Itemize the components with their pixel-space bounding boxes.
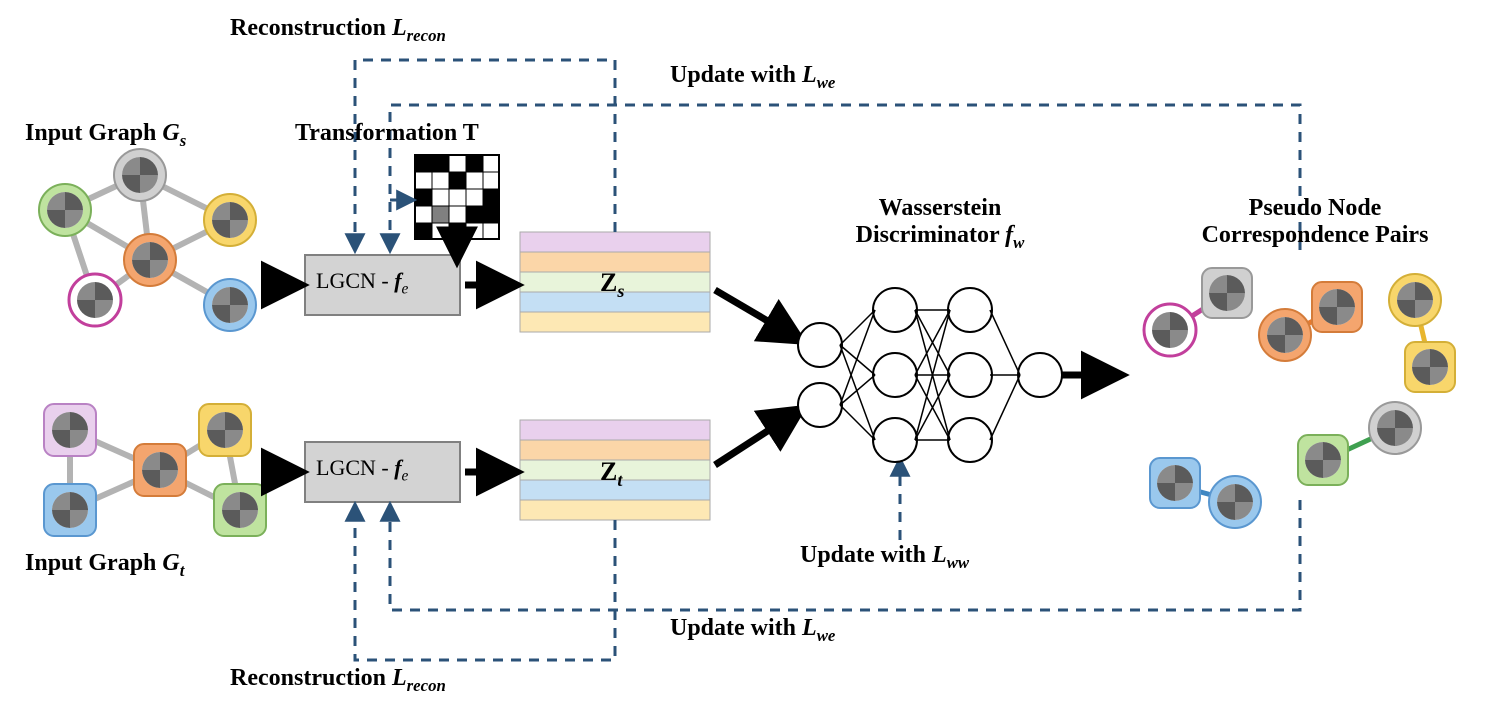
update-mid-label: Update with Lww [800,542,969,573]
lgcn-top-label: LGCN - fe [316,268,408,298]
discriminator-nn [798,288,1062,462]
pseudo-pairs [1144,268,1455,528]
update-bot-label: Update with Lwe [670,615,835,646]
update-top-label: Update with Lwe [670,62,835,93]
diagram-canvas [0,0,1502,703]
input-graph-gt [44,404,266,536]
input-graph-gs [39,149,256,331]
zs-label: Zs [600,268,624,302]
wasserstein-label: Wasserstein Discriminator fw [815,195,1065,253]
transformation-matrix-icon [415,155,500,240]
zt-label: Zt [600,457,622,491]
lgcn-bot-label: LGCN - fe [316,455,408,485]
input-gs-label: Input Graph Gs [25,120,186,151]
transformation-label: Transformation T [295,120,479,147]
input-gt-label: Input Graph Gt [25,550,184,581]
recon-top-label: Reconstruction Lrecon [230,15,446,46]
pseudo-label: Pseudo Node Correspondence Pairs [1155,195,1475,249]
recon-bot-label: Reconstruction Lrecon [230,665,446,696]
